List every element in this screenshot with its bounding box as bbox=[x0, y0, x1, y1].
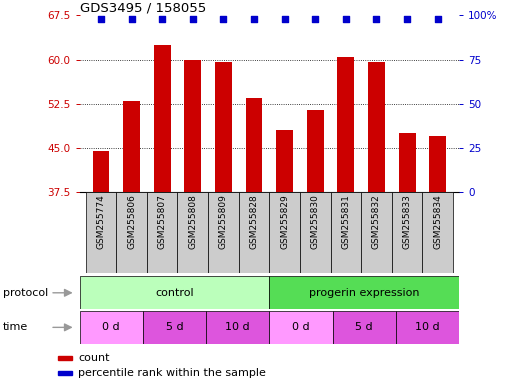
Bar bbox=[154, 45, 171, 384]
Bar bbox=[80, 276, 269, 309]
Point bbox=[311, 16, 320, 22]
Text: GSM255831: GSM255831 bbox=[341, 194, 350, 249]
Text: percentile rank within the sample: percentile rank within the sample bbox=[78, 368, 266, 378]
Bar bbox=[392, 192, 422, 273]
Text: GSM255807: GSM255807 bbox=[157, 194, 167, 249]
Point bbox=[250, 16, 258, 22]
Bar bbox=[368, 63, 385, 384]
Bar bbox=[246, 98, 263, 384]
Text: 5 d: 5 d bbox=[166, 322, 183, 333]
Point bbox=[372, 16, 381, 22]
Point bbox=[281, 16, 289, 22]
Bar bbox=[92, 151, 109, 384]
Point bbox=[97, 16, 105, 22]
Text: 10 d: 10 d bbox=[225, 322, 250, 333]
Bar bbox=[300, 192, 330, 273]
Bar bbox=[206, 311, 269, 344]
Bar bbox=[208, 192, 239, 273]
Point bbox=[342, 16, 350, 22]
Bar bbox=[58, 371, 72, 375]
Text: 0 d: 0 d bbox=[292, 322, 310, 333]
Text: control: control bbox=[155, 288, 194, 298]
Text: GSM255806: GSM255806 bbox=[127, 194, 136, 249]
Bar bbox=[361, 192, 392, 273]
Bar bbox=[239, 192, 269, 273]
Text: 0 d: 0 d bbox=[102, 322, 120, 333]
Bar bbox=[143, 311, 206, 344]
Bar bbox=[147, 192, 177, 273]
Bar bbox=[269, 311, 332, 344]
Text: time: time bbox=[3, 322, 28, 333]
Text: count: count bbox=[78, 353, 110, 363]
Text: GSM255774: GSM255774 bbox=[96, 194, 106, 249]
Point bbox=[189, 16, 197, 22]
Point bbox=[158, 16, 166, 22]
Bar bbox=[58, 356, 72, 360]
Text: GSM255829: GSM255829 bbox=[280, 194, 289, 249]
Point bbox=[433, 16, 442, 22]
Text: protocol: protocol bbox=[3, 288, 48, 298]
Bar bbox=[332, 311, 396, 344]
Bar bbox=[330, 192, 361, 273]
Point bbox=[127, 16, 135, 22]
Bar bbox=[396, 311, 459, 344]
Text: GSM255808: GSM255808 bbox=[188, 194, 198, 249]
Text: GSM255832: GSM255832 bbox=[372, 194, 381, 249]
Text: 10 d: 10 d bbox=[415, 322, 440, 333]
Bar bbox=[123, 101, 140, 384]
Bar bbox=[269, 192, 300, 273]
Bar bbox=[276, 130, 293, 384]
Bar bbox=[307, 109, 324, 384]
Text: GDS3495 / 158055: GDS3495 / 158055 bbox=[80, 1, 206, 14]
Bar bbox=[80, 311, 143, 344]
Bar bbox=[184, 60, 201, 384]
Bar bbox=[116, 192, 147, 273]
Bar bbox=[177, 192, 208, 273]
Text: GSM255833: GSM255833 bbox=[403, 194, 411, 249]
Text: GSM255834: GSM255834 bbox=[433, 194, 442, 249]
Bar bbox=[429, 136, 446, 384]
Bar bbox=[338, 56, 354, 384]
Text: progerin expression: progerin expression bbox=[309, 288, 420, 298]
Point bbox=[403, 16, 411, 22]
Text: GSM255830: GSM255830 bbox=[311, 194, 320, 249]
Bar bbox=[269, 276, 459, 309]
Text: GSM255828: GSM255828 bbox=[249, 194, 259, 249]
Bar bbox=[399, 133, 416, 384]
Bar bbox=[86, 192, 116, 273]
Text: 5 d: 5 d bbox=[356, 322, 373, 333]
Bar bbox=[422, 192, 453, 273]
Text: GSM255809: GSM255809 bbox=[219, 194, 228, 249]
Bar bbox=[215, 63, 232, 384]
Point bbox=[219, 16, 227, 22]
